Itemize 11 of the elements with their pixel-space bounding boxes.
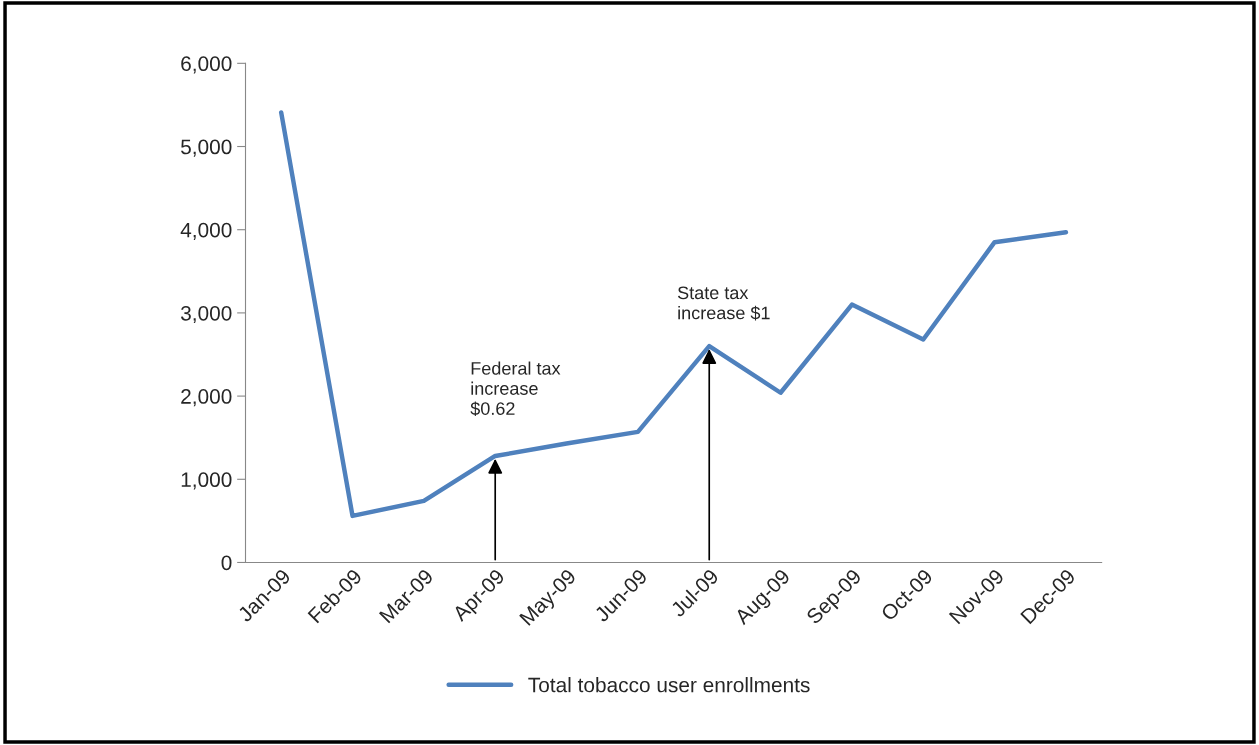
y-tick-label: 4,000 [180,222,232,240]
line-series [278,110,1069,519]
annotation: State tax increase $1 [677,286,770,321]
y-tick-label: 3,000 [180,305,232,324]
y-tick-label: 0 [221,555,232,571]
y-tick-label: 6,000 [181,56,232,74]
legend-label: Total tobacco user enrollments [528,677,810,693]
y-tick-label: 2,000 [181,389,232,407]
y-tick-label: 5,000 [181,139,232,157]
y-tick-label: 1,000 [181,472,232,490]
annotation: Federal tax increase $0.62 [470,361,561,417]
